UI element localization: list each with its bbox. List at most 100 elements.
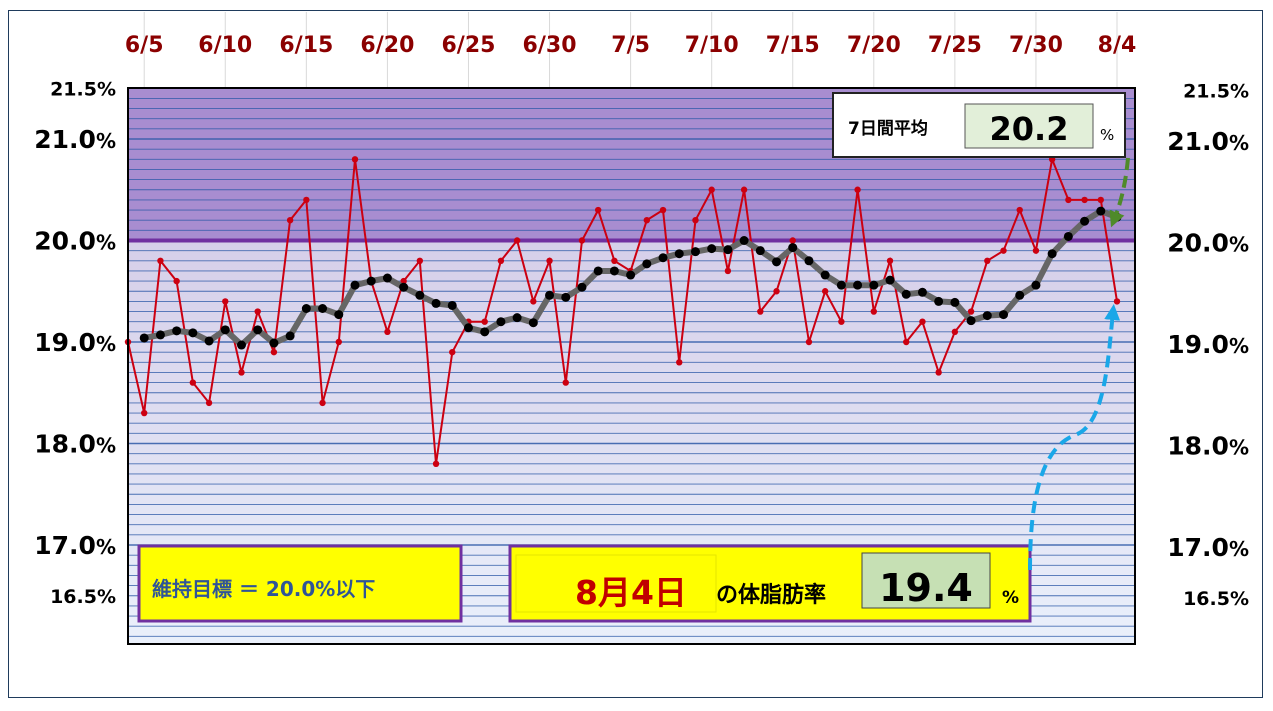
average-point xyxy=(788,243,798,253)
daily-point xyxy=(513,237,521,244)
daily-point xyxy=(740,186,748,193)
y-tick-label-left: 16.5% xyxy=(50,586,116,608)
average-point xyxy=(318,304,328,314)
average-point xyxy=(674,249,684,259)
average-point xyxy=(1063,231,1073,241)
daily-point xyxy=(222,298,229,305)
average-point xyxy=(399,282,409,292)
average-point xyxy=(577,282,587,292)
average-arrow xyxy=(1109,157,1130,228)
average-point xyxy=(934,296,944,306)
daily-point xyxy=(1113,298,1121,305)
average-point xyxy=(220,325,230,335)
daily-point xyxy=(351,156,359,163)
x-tick-label: 7/10 xyxy=(685,33,739,58)
average-point xyxy=(431,298,441,308)
average-point xyxy=(772,257,782,267)
average-point xyxy=(707,244,717,254)
average-point xyxy=(253,325,263,335)
today-date: 8月4日 xyxy=(575,573,687,612)
average-point xyxy=(480,327,490,337)
average-point xyxy=(1015,290,1025,300)
x-tick-label: 7/5 xyxy=(611,33,650,58)
daily-series xyxy=(124,155,1121,467)
x-tick-label: 7/15 xyxy=(766,33,820,58)
daily-point xyxy=(1032,247,1040,254)
daily-point xyxy=(254,308,261,315)
plot-area-border xyxy=(127,87,1136,645)
average-point xyxy=(172,326,182,336)
daily-point xyxy=(935,369,942,376)
daily-point xyxy=(821,288,829,295)
daily-point xyxy=(416,257,424,264)
daily-point xyxy=(1081,196,1088,204)
y-tick-label-right: 21.0% xyxy=(1167,127,1249,156)
y-tick-label-right: 21.5% xyxy=(1183,80,1249,102)
daily-point xyxy=(1097,196,1104,204)
daily-point xyxy=(724,267,732,275)
daily-point xyxy=(805,338,813,346)
average-point xyxy=(350,280,360,290)
y-tick-label-right: 18.0% xyxy=(1167,432,1249,461)
average-value: 20.2 xyxy=(990,110,1069,148)
x-tick-label: 6/25 xyxy=(441,33,495,58)
y-axis-right-ticks: 21.5% 21.0% 20.0% 19.0% 18.0% 17.0% 16.5% xyxy=(1167,80,1249,610)
average-point xyxy=(739,236,749,245)
daily-point xyxy=(303,196,310,204)
daily-point xyxy=(611,257,618,264)
average-point xyxy=(188,328,198,338)
average-point xyxy=(755,246,765,256)
today-suffix: の体脂肪率 xyxy=(716,582,826,608)
x-tick-label: 8/4 xyxy=(1098,33,1137,58)
daily-point xyxy=(757,308,764,315)
average-point xyxy=(155,330,165,340)
x-tick-label: 6/10 xyxy=(198,33,252,58)
average-point xyxy=(626,270,636,280)
daily-point xyxy=(1065,196,1072,204)
daily-point xyxy=(562,379,569,386)
daily-point xyxy=(1016,206,1023,214)
daily-point xyxy=(919,318,926,325)
daily-point xyxy=(967,308,975,315)
average-point xyxy=(917,287,927,297)
average-point xyxy=(609,266,619,276)
y-tick-label-right: 16.5% xyxy=(1183,588,1249,610)
y-tick-label-right: 17.0% xyxy=(1167,533,1249,562)
average-point xyxy=(1080,216,1090,226)
average-point xyxy=(1096,206,1106,216)
average-point xyxy=(999,310,1009,320)
daily-point xyxy=(578,237,586,244)
average-point xyxy=(982,311,992,321)
daily-line xyxy=(127,155,1118,464)
today-box: 8月4日 の体脂肪率 19.4 % xyxy=(508,544,1032,623)
x-axis-ticks: 6/5 6/10 6/15 6/20 6/25 6/30 7/5 7/10 7/15 7/20 7/… xyxy=(125,33,1136,58)
average-point xyxy=(301,304,311,314)
daily-point xyxy=(335,338,342,346)
daily-point xyxy=(1000,247,1007,254)
average-point xyxy=(869,280,879,290)
average-point xyxy=(334,310,344,320)
daily-point xyxy=(238,369,245,376)
y-tick-label-right: 19.0% xyxy=(1167,330,1249,359)
y-tick-label-left: 17.0% xyxy=(34,531,116,560)
average-point xyxy=(366,276,376,286)
today-unit: % xyxy=(1002,588,1019,608)
daily-point xyxy=(692,217,699,224)
average-point xyxy=(204,336,214,346)
average-point xyxy=(1047,249,1057,259)
daily-point xyxy=(643,217,651,224)
daily-point xyxy=(530,298,537,305)
y-tick-label-left: 19.0% xyxy=(34,328,116,357)
daily-point xyxy=(157,257,164,264)
average-point xyxy=(447,300,457,310)
x-tick-label: 7/20 xyxy=(847,33,901,58)
x-tick-label: 6/20 xyxy=(360,33,414,58)
daily-point xyxy=(400,277,407,285)
average-point xyxy=(285,331,295,341)
average-point xyxy=(496,317,506,327)
daily-point xyxy=(141,409,148,417)
x-tick-label: 7/25 xyxy=(928,33,982,58)
daily-point xyxy=(854,186,861,193)
average-point xyxy=(723,245,733,255)
daily-point xyxy=(773,288,780,295)
